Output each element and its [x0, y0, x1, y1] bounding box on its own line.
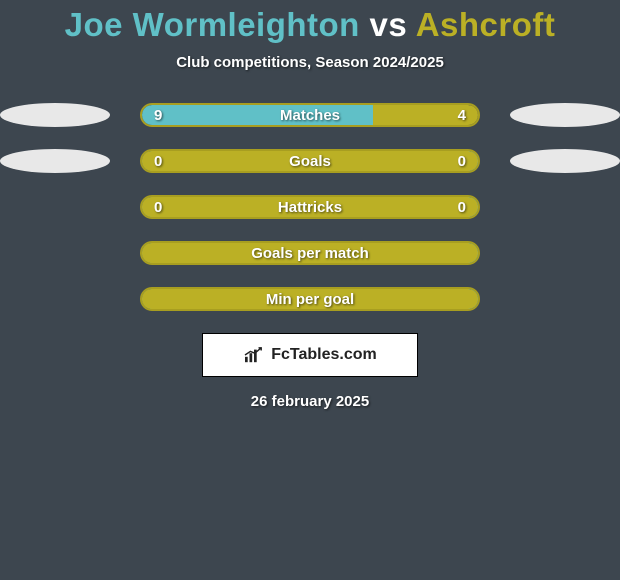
player1-ellipse	[0, 149, 110, 173]
player2-ellipse	[510, 149, 620, 173]
source-badge: FcTables.com	[202, 333, 418, 377]
stat-rows: 94Matches 00Goals 00Hattricks Goals per mat…	[0, 103, 620, 311]
stat-row: 94Matches	[0, 103, 620, 127]
stat-bar: 00Hattricks	[140, 195, 480, 219]
stat-label: Goals per match	[142, 245, 478, 262]
stat-row: Min per goal	[0, 287, 620, 311]
player2-ellipse	[510, 103, 620, 127]
stat-label: Hattricks	[142, 199, 478, 216]
chart-icon	[243, 346, 265, 364]
comparison-infographic: Joe Wormleighton vs Ashcroft Club compet…	[0, 0, 620, 410]
stat-bar: 94Matches	[140, 103, 480, 127]
player2-name: Ashcroft	[416, 6, 556, 43]
stat-bar: Goals per match	[140, 241, 480, 265]
stat-label: Matches	[142, 107, 478, 124]
page-title: Joe Wormleighton vs Ashcroft	[65, 6, 556, 44]
stat-row: 00Goals	[0, 149, 620, 173]
date-stamp: 26 february 2025	[251, 393, 369, 410]
stat-bar: Min per goal	[140, 287, 480, 311]
stat-row: 00Hattricks	[0, 195, 620, 219]
subtitle: Club competitions, Season 2024/2025	[176, 54, 444, 71]
badge-text: FcTables.com	[271, 346, 377, 364]
stat-bar: 00Goals	[140, 149, 480, 173]
vs-text: vs	[370, 6, 408, 43]
stat-label: Min per goal	[142, 291, 478, 308]
player1-ellipse	[0, 103, 110, 127]
stat-row: Goals per match	[0, 241, 620, 265]
stat-label: Goals	[142, 153, 478, 170]
player1-name: Joe Wormleighton	[65, 6, 360, 43]
